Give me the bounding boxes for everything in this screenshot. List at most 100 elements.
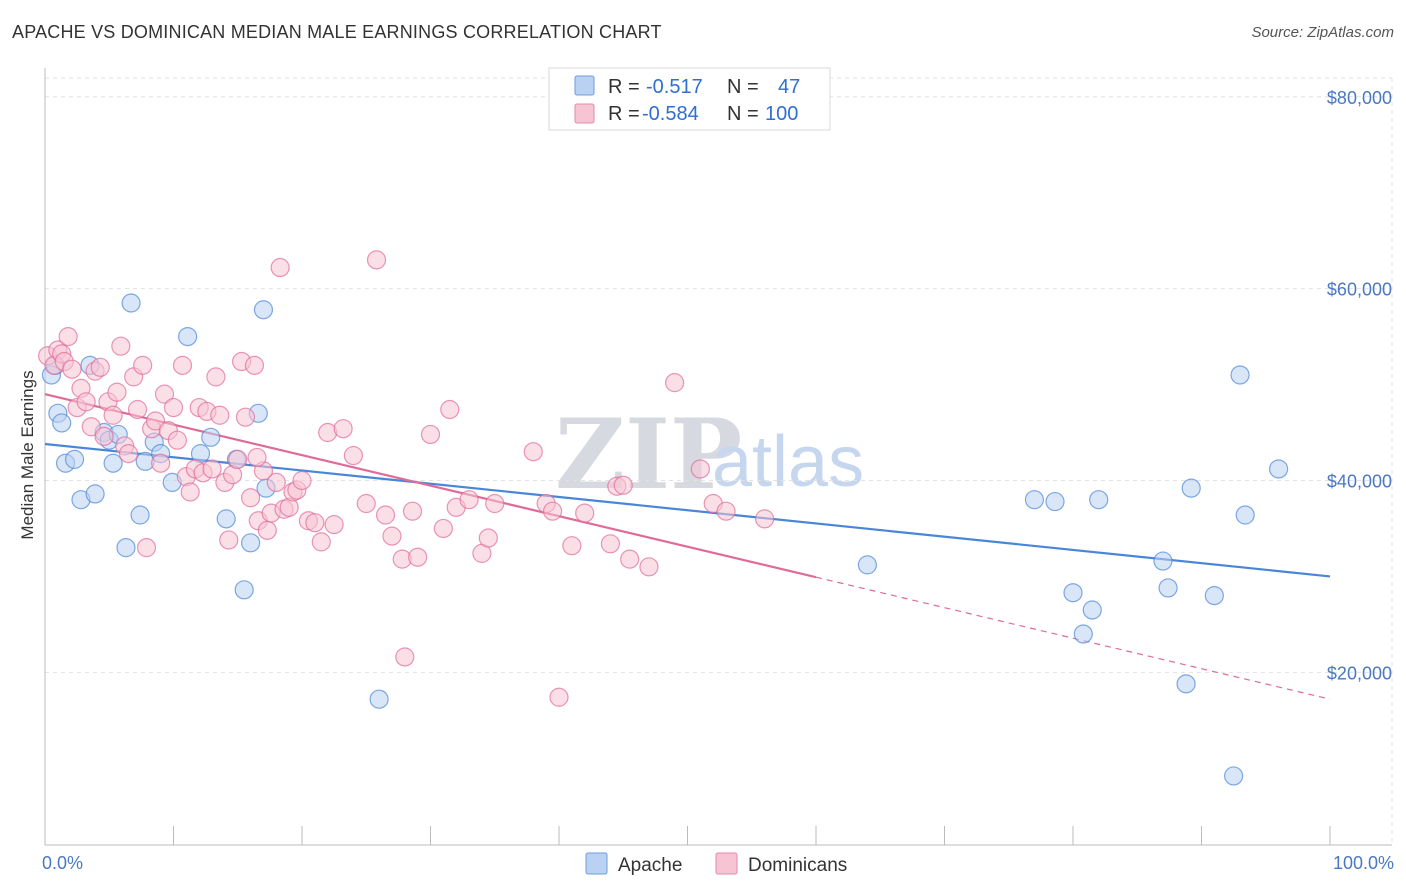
data-points bbox=[37, 250, 1289, 786]
point-dominicans bbox=[145, 411, 166, 431]
source-label: Source: ZipAtlas.com bbox=[1251, 24, 1394, 41]
point-apache bbox=[1181, 478, 1201, 498]
point-dominicans bbox=[76, 392, 96, 412]
point-dominicans bbox=[151, 453, 171, 473]
point-dominicans bbox=[172, 355, 193, 375]
point-apache bbox=[1073, 624, 1093, 644]
y-tick-label: $80,000 bbox=[1327, 88, 1392, 108]
point-dominicans bbox=[163, 397, 184, 418]
point-dominicans bbox=[600, 534, 621, 554]
point-dominicans bbox=[270, 257, 290, 278]
point-dominicans bbox=[111, 336, 131, 356]
point-dominicans bbox=[382, 526, 402, 546]
point-dominicans bbox=[549, 687, 569, 707]
legend-box bbox=[548, 67, 831, 131]
watermark-zip: ZIP bbox=[555, 398, 742, 511]
point-dominicans bbox=[90, 357, 110, 377]
point-dominicans bbox=[244, 355, 265, 375]
point-dominicans bbox=[613, 475, 633, 495]
y-tick-label: $40,000 bbox=[1327, 471, 1392, 491]
y-tick-labels: $20,000 $40,000 $60,000 $80,000 bbox=[1327, 88, 1392, 684]
point-dominicans bbox=[292, 470, 312, 491]
point-apache bbox=[1158, 578, 1178, 598]
point-dominicans bbox=[81, 417, 101, 437]
point-dominicans bbox=[235, 407, 256, 427]
point-dominicans bbox=[311, 532, 331, 552]
y-tick-label: $20,000 bbox=[1327, 663, 1392, 683]
point-dominicans bbox=[228, 449, 248, 469]
point-dominicans bbox=[562, 536, 582, 556]
point-dominicans bbox=[247, 447, 267, 468]
point-apache bbox=[130, 505, 150, 525]
point-dominicans bbox=[433, 518, 453, 539]
legend-n-label-apache: N = bbox=[727, 76, 759, 98]
point-dominicans bbox=[202, 459, 222, 479]
point-dominicans bbox=[395, 647, 415, 667]
x-tick-label-max: 100.0% bbox=[1333, 853, 1394, 873]
point-apache bbox=[103, 453, 123, 473]
point-dominicans bbox=[58, 326, 78, 347]
legend-swatch-dominicans bbox=[574, 103, 595, 124]
series-legend: Apache Dominicans bbox=[585, 852, 847, 876]
point-dominicans bbox=[133, 355, 153, 375]
point-apache bbox=[121, 293, 141, 313]
legend-r-label-apache: R = bbox=[608, 76, 640, 98]
point-dominicans bbox=[333, 419, 353, 439]
legend-n-value-apache: 47 bbox=[778, 76, 800, 98]
point-dominicans bbox=[542, 501, 563, 521]
x-tick-label-min: 0.0% bbox=[42, 853, 83, 873]
point-dominicans bbox=[103, 405, 123, 425]
point-dominicans bbox=[324, 515, 344, 535]
point-apache bbox=[216, 509, 236, 529]
point-dominicans bbox=[665, 373, 685, 393]
legend-r-value-apache: -0.517 bbox=[646, 76, 703, 98]
point-dominicans bbox=[180, 482, 200, 502]
point-apache bbox=[116, 538, 136, 558]
watermark-atlas: atlas bbox=[712, 422, 864, 502]
point-dominicans bbox=[136, 538, 157, 558]
point-dominicans bbox=[305, 513, 325, 533]
point-apache bbox=[369, 689, 389, 709]
point-apache bbox=[1089, 490, 1109, 510]
point-dominicans bbox=[167, 430, 187, 450]
point-dominicans bbox=[210, 405, 230, 425]
point-apache bbox=[857, 555, 878, 575]
x-tick-labels: 0.0% 100.0% bbox=[42, 853, 1394, 873]
y-tick-label: $60,000 bbox=[1327, 280, 1392, 300]
point-dominicans bbox=[118, 444, 139, 464]
bottom-legend-swatch-apache bbox=[585, 852, 608, 875]
point-dominicans bbox=[523, 442, 543, 462]
point-apache bbox=[1224, 766, 1244, 786]
point-dominicans bbox=[257, 520, 277, 540]
legend-r-label-dominicans: R = bbox=[608, 103, 640, 125]
point-dominicans bbox=[241, 488, 261, 508]
point-dominicans bbox=[107, 382, 127, 402]
point-apache bbox=[64, 449, 85, 469]
point-dominicans bbox=[459, 490, 479, 510]
point-dominicans bbox=[440, 399, 460, 420]
point-apache bbox=[1235, 505, 1255, 525]
point-dominicans bbox=[127, 399, 148, 420]
point-dominicans bbox=[690, 459, 710, 479]
point-apache bbox=[85, 484, 105, 504]
point-apache bbox=[52, 413, 72, 433]
point-dominicans bbox=[478, 528, 498, 548]
bottom-legend-swatch-dominicans bbox=[715, 852, 738, 875]
point-dominicans bbox=[485, 493, 505, 514]
axes bbox=[44, 68, 1392, 846]
point-dominicans bbox=[754, 509, 775, 529]
point-apache bbox=[1063, 583, 1083, 603]
point-dominicans bbox=[420, 424, 441, 445]
point-dominicans bbox=[716, 501, 736, 521]
legend-swatch-apache bbox=[574, 75, 595, 96]
point-dominicans bbox=[639, 557, 659, 577]
y-axis-title: Median Male Earnings bbox=[18, 370, 37, 539]
point-apache bbox=[1082, 600, 1102, 620]
stats-legend: R = -0.517 N = 47 R = -0.584 N = 100 bbox=[548, 67, 831, 131]
point-dominicans bbox=[575, 503, 595, 523]
point-apache bbox=[201, 427, 221, 447]
point-dominicans bbox=[343, 445, 363, 466]
point-apache bbox=[178, 326, 198, 347]
point-apache bbox=[1024, 490, 1045, 510]
bottom-legend-label-apache: Apache bbox=[618, 855, 682, 876]
